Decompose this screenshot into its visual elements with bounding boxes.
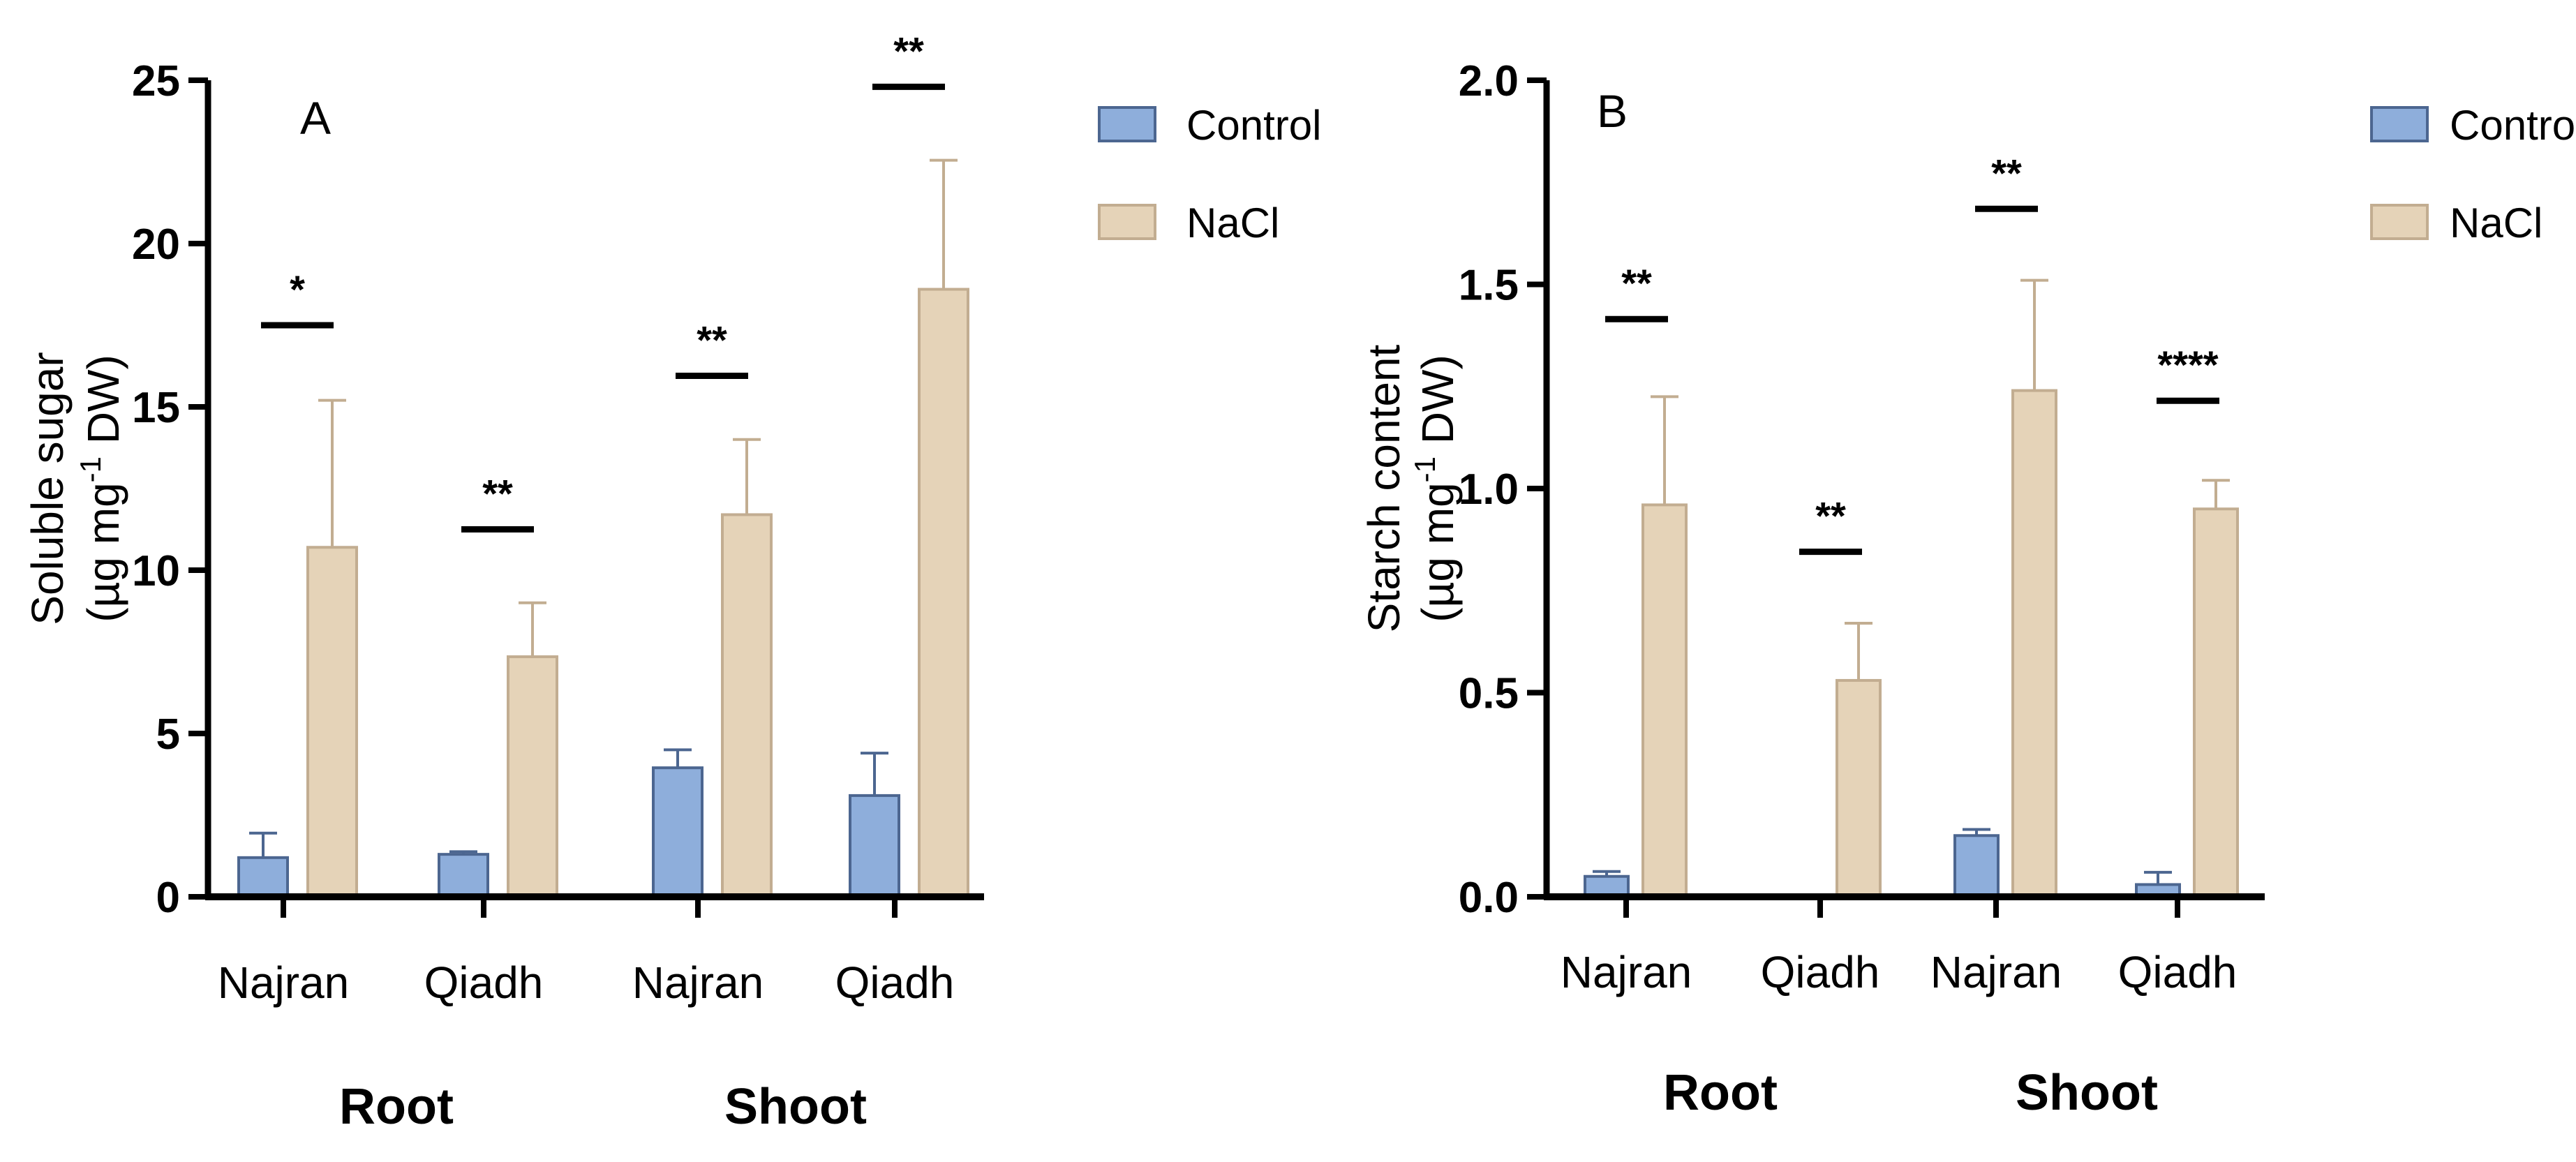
y-tick-label: 20 <box>132 221 180 269</box>
panel-b: B Starch content (µg mg-1 DW) 0.0 0.5 1.0 1.5 2… <box>1359 57 2576 1121</box>
legend-swatch-control <box>2370 106 2429 142</box>
control-bar <box>849 794 900 899</box>
units-part: (µg mg <box>1413 482 1463 622</box>
group-label: Root <box>1663 1065 1778 1121</box>
y-axis-title: Starch content <box>1359 344 1409 632</box>
legend-label: NaCl <box>2450 200 2543 246</box>
nacl-bar <box>721 513 773 898</box>
units-superscript: -1 <box>1408 456 1441 482</box>
group-label: Root <box>339 1079 454 1135</box>
units-part: (µg mg <box>78 482 128 622</box>
y-tick-label: 10 <box>132 547 180 595</box>
control-bar <box>1953 834 2000 898</box>
significance-label: ** <box>1815 494 1846 538</box>
control-bar <box>237 856 289 898</box>
y-tick-label: 5 <box>156 710 180 759</box>
significance-label: ** <box>1621 261 1652 305</box>
control-bar <box>652 766 703 899</box>
control-bar <box>438 853 489 899</box>
legend-swatch-nacl <box>2370 204 2429 240</box>
x-tick-label: Najran <box>1561 947 1692 997</box>
units-end: DW) <box>1413 355 1463 456</box>
nacl-bar <box>1641 503 1688 898</box>
x-tick-label: Qiadh <box>835 958 955 1008</box>
nacl-bar <box>918 288 969 898</box>
group-label: Shoot <box>2016 1065 2158 1121</box>
legend-swatch-control <box>1098 106 1156 142</box>
units-superscript: -1 <box>74 456 107 482</box>
panel-label: B <box>1597 85 1628 137</box>
nacl-bar <box>2011 389 2057 898</box>
significance-label: **** <box>2157 343 2218 387</box>
y-axis-title-units: (µg mg-1 DW) <box>1408 355 1463 623</box>
y-axis-title-units: (µg mg-1 DW) <box>74 355 128 623</box>
y-axis-title: Soluble sugar <box>22 352 73 625</box>
panel-label: A <box>300 92 331 144</box>
x-tick-label: Qiadh <box>2118 947 2238 997</box>
legend-swatch-nacl <box>1098 204 1156 240</box>
nacl-bar <box>1836 678 1882 898</box>
y-tick-label: 0 <box>156 874 180 922</box>
legend-label: NaCl <box>1186 200 1279 246</box>
units-end: DW) <box>78 355 128 456</box>
y-tick-label: 0.0 <box>1459 874 1519 922</box>
y-tick-label: 2.0 <box>1459 57 1519 105</box>
significance-label: ** <box>893 29 924 73</box>
nacl-bar <box>507 655 558 899</box>
legend-label: Control <box>1186 102 1321 149</box>
x-tick-label: Qiadh <box>424 958 544 1008</box>
panel-a: A Soluble sugar (µg mg-1 DW) 0 5 10 15 20 25 Najr… <box>22 29 1321 1135</box>
x-tick-label: Qiadh <box>1761 947 1880 997</box>
y-tick-label: 0.5 <box>1459 670 1519 718</box>
y-tick-label: 1.5 <box>1459 262 1519 310</box>
legend-label: Control <box>2450 102 2576 149</box>
y-tick-label: 25 <box>132 57 180 105</box>
group-label: Shoot <box>724 1079 867 1135</box>
x-tick-label: Najran <box>1930 947 2062 997</box>
significance-label: * <box>290 267 305 311</box>
significance-label: ** <box>482 472 513 516</box>
nacl-bar <box>2193 507 2239 898</box>
nacl-bar <box>306 546 358 898</box>
significance-label: ** <box>697 318 727 362</box>
x-tick-label: Najran <box>218 958 350 1008</box>
y-tick-label: 15 <box>132 384 180 432</box>
y-tick-label: 1.0 <box>1459 465 1519 514</box>
significance-label: ** <box>1991 151 2022 195</box>
x-tick-label: Najran <box>632 958 764 1008</box>
